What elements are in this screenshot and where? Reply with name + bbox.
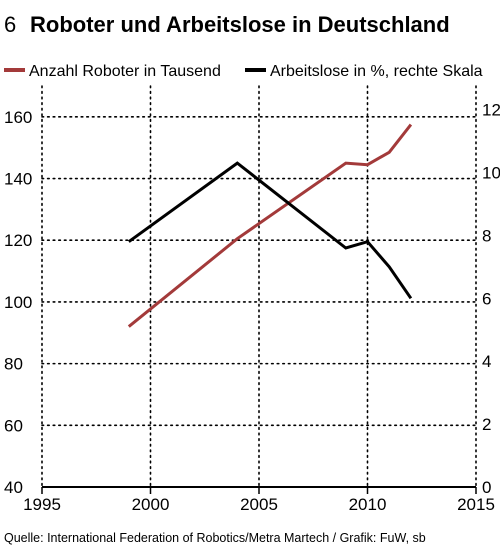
y-right-tick-label: 0 bbox=[482, 478, 491, 497]
x-tick-label: 2015 bbox=[457, 495, 495, 514]
x-tick-label: 2010 bbox=[349, 495, 387, 514]
legend-label-robots: Anzahl Roboter in Tausend bbox=[29, 63, 221, 80]
y-left-tick-label: 120 bbox=[4, 231, 32, 250]
series-line-unemployment bbox=[127, 161, 413, 300]
x-tick-label: 2000 bbox=[132, 495, 170, 514]
y-right-tick-label: 8 bbox=[482, 226, 491, 245]
y-right-tick-label: 4 bbox=[482, 352, 491, 371]
grid bbox=[41, 85, 477, 488]
y-right-tick-label: 6 bbox=[482, 289, 491, 308]
y-left-tick-label: 140 bbox=[4, 170, 32, 189]
y-left-tick-label: 160 bbox=[4, 108, 32, 127]
axes bbox=[41, 486, 477, 494]
series-line-robots bbox=[127, 123, 413, 328]
y-left-tick-label: 80 bbox=[4, 355, 23, 374]
y-left-tick-label: 100 bbox=[4, 293, 32, 312]
chart-number: 6 bbox=[4, 12, 16, 37]
x-tick-label: 1995 bbox=[23, 495, 61, 514]
y-left-tick-label: 60 bbox=[4, 416, 23, 435]
legend: Anzahl Roboter in Tausend Arbeitslose in… bbox=[4, 63, 483, 80]
y-right-tick-label: 2 bbox=[482, 415, 491, 434]
x-tick-label: 2005 bbox=[240, 495, 278, 514]
y-left-tick-label: 40 bbox=[4, 478, 23, 497]
source-note: Quelle: International Federation of Robo… bbox=[4, 531, 426, 545]
chart-title: Roboter und Arbeitslose in Deutschland bbox=[30, 12, 450, 37]
y-right-tick-label: 10 bbox=[482, 163, 500, 182]
legend-label-unemployment: Arbeitslose in %, rechte Skala bbox=[270, 63, 483, 80]
y-right-tick-label: 12 bbox=[482, 101, 500, 120]
tick-labels: 1995 2000 2005 2010 201516014012010080604012… bbox=[4, 101, 500, 514]
series bbox=[127, 123, 413, 328]
